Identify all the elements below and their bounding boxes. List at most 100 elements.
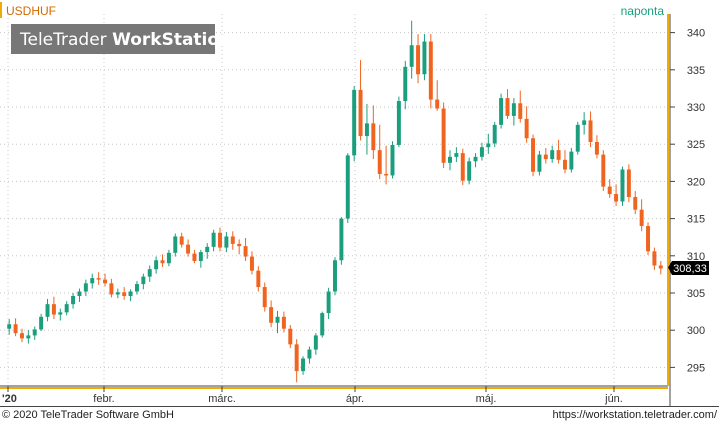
candle <box>384 145 389 185</box>
candle-body <box>262 287 267 308</box>
candle-body <box>313 335 318 350</box>
candles <box>7 20 663 383</box>
candle <box>416 34 421 84</box>
candle <box>115 288 120 299</box>
candle-body <box>505 98 510 116</box>
candle <box>19 328 24 343</box>
candle-body <box>224 236 229 248</box>
candle <box>588 111 593 148</box>
candle-body <box>658 265 663 269</box>
candle-body <box>473 156 478 162</box>
candle <box>141 273 146 290</box>
candle <box>179 232 184 248</box>
candle-body <box>416 45 421 75</box>
candle-body <box>301 358 306 372</box>
candle <box>390 141 395 179</box>
candle <box>64 301 69 316</box>
candle <box>230 231 235 250</box>
candle <box>154 256 159 274</box>
candle-body <box>486 143 491 148</box>
candle <box>582 112 587 135</box>
candle-body <box>192 253 197 262</box>
candle <box>83 279 88 296</box>
candle <box>511 98 516 126</box>
candle-body <box>543 154 548 160</box>
candle-body <box>154 260 159 270</box>
candle-body <box>96 278 101 280</box>
source-url[interactable]: https://workstation.teletrader.com/ <box>552 409 717 421</box>
candle-body <box>345 155 350 219</box>
y-tick-label: 310 <box>687 251 705 263</box>
candle-body <box>333 260 337 292</box>
candle <box>58 308 63 321</box>
candle-body <box>19 333 24 339</box>
candle-body <box>115 292 120 295</box>
candle-body <box>122 292 127 296</box>
candle <box>601 150 606 192</box>
candle-body <box>639 209 644 227</box>
candle-body <box>211 232 216 247</box>
candle-body <box>198 252 203 262</box>
candle <box>26 330 31 344</box>
candle <box>352 86 357 162</box>
candle-body <box>186 244 191 254</box>
last-price-tag: 308,33 <box>668 261 709 275</box>
candle-body <box>441 108 446 163</box>
candle-body <box>249 256 254 271</box>
candle-body <box>83 283 88 292</box>
symbol-accent-bar <box>0 2 2 18</box>
candle <box>505 89 510 119</box>
candle <box>441 102 446 169</box>
candle-body <box>396 101 401 145</box>
candle-body <box>39 316 44 330</box>
candle <box>166 249 171 267</box>
candle <box>7 319 12 335</box>
candle-body <box>646 226 651 252</box>
candle-body <box>269 307 274 323</box>
candle <box>422 34 427 81</box>
y-tick-label: 315 <box>687 214 705 226</box>
candle-body <box>13 324 18 334</box>
candle-body <box>582 120 587 125</box>
candle-body <box>460 153 465 181</box>
x-tick-label: febr. <box>93 393 114 405</box>
candle-body <box>390 144 395 176</box>
y-tick-label: 340 <box>687 28 705 40</box>
candle <box>486 133 491 154</box>
candle-body <box>492 124 497 144</box>
candle <box>467 157 472 185</box>
candle <box>333 257 337 296</box>
candle-body <box>77 291 82 296</box>
candle <box>479 142 484 161</box>
candle <box>371 105 376 160</box>
candle <box>428 34 433 109</box>
candle-body <box>166 252 171 264</box>
candle-body <box>128 291 133 296</box>
candle <box>543 147 548 164</box>
candle <box>32 326 37 340</box>
candle <box>454 147 459 163</box>
candle <box>473 153 478 168</box>
candle <box>134 281 139 295</box>
candle <box>537 150 542 176</box>
symbol-label: USDHUF <box>6 4 56 18</box>
x-tick-label: márc. <box>208 393 236 405</box>
y-tick-label: 305 <box>687 288 705 300</box>
candle <box>45 298 50 322</box>
candle-body <box>435 99 440 109</box>
candle <box>51 296 56 320</box>
candle <box>96 272 101 285</box>
candle <box>103 273 107 287</box>
candle-body <box>320 313 325 336</box>
last-price-value: 308,33 <box>673 263 707 275</box>
candle-body <box>352 89 357 156</box>
candle <box>531 134 536 177</box>
candle-body <box>563 159 567 170</box>
candle <box>435 80 440 111</box>
candle-body <box>428 41 433 100</box>
candle-body <box>160 260 165 264</box>
candle-body <box>511 103 516 116</box>
candle-body <box>173 236 178 253</box>
candle-body <box>633 197 638 210</box>
y-axis: 295 300 305 310 315 320 325 330 335 340 <box>670 28 705 374</box>
